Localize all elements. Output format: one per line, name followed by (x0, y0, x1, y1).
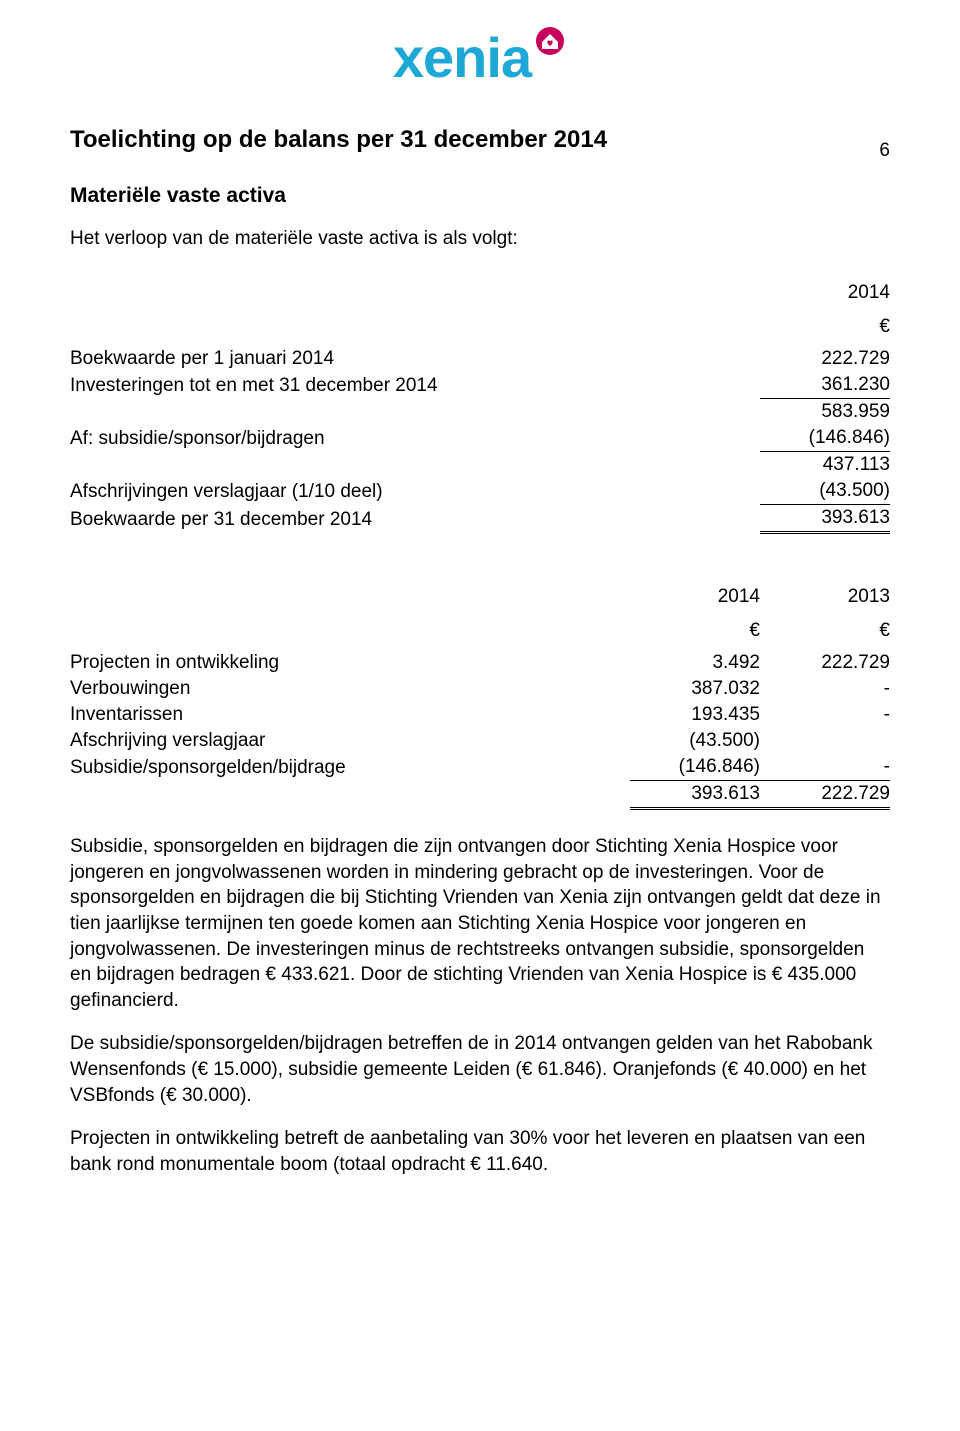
section-intro: Het verloop van de materiële vaste activ… (70, 228, 890, 250)
row-value: 193.435 (630, 702, 760, 728)
row-value: 387.032 (630, 676, 760, 702)
currency-symbol: € (760, 314, 890, 346)
row-label: Projecten in ontwikkeling (70, 650, 630, 676)
row-value: - (760, 754, 890, 781)
brand-name: xenia (393, 30, 531, 86)
currency-symbol: € (760, 618, 890, 650)
total-value: 393.613 (760, 505, 890, 533)
paragraph: Projecten in ontwikkeling betreft de aan… (70, 1126, 890, 1177)
year-header: 2014 (760, 280, 890, 314)
row-value: (43.500) (630, 728, 760, 754)
paragraph: Subsidie, sponsorgelden en bijdragen die… (70, 834, 890, 1013)
movement-table: 2014 € Boekwaarde per 1 januari 2014 222… (70, 280, 890, 534)
subtotal-value: 583.959 (760, 399, 890, 426)
row-label: Verbouwingen (70, 676, 630, 702)
row-value: 222.729 (760, 346, 890, 372)
row-value: (146.846) (630, 754, 760, 781)
paragraph: De subsidie/sponsorgelden/bijdragen betr… (70, 1031, 890, 1108)
section-heading: Materiële vaste activa (70, 184, 890, 208)
row-value (760, 728, 890, 754)
row-label: Afschrijvingen verslagjaar (1/10 deel) (70, 478, 760, 505)
currency-symbol: € (630, 618, 760, 650)
row-label: Inventarissen (70, 702, 630, 728)
row-label: Boekwaarde per 31 december 2014 (70, 505, 760, 533)
row-value: - (760, 676, 890, 702)
subtotal-value: 437.113 (760, 452, 890, 479)
brand-logo: xenia (70, 30, 890, 86)
row-value: 3.492 (630, 650, 760, 676)
row-label: Afschrijving verslagjaar (70, 728, 630, 754)
breakdown-table: 2014 2013 € € Projecten in ontwikkeling … (70, 584, 890, 810)
row-label: Investeringen tot en met 31 december 201… (70, 372, 760, 399)
house-heart-icon (533, 24, 567, 63)
row-label: Subsidie/sponsorgelden/bijdrage (70, 754, 630, 781)
page-container: xenia 6 Toelichting op de balans per 31 … (0, 0, 960, 1431)
explanatory-text: Subsidie, sponsorgelden en bijdragen die… (70, 834, 890, 1178)
page-title: Toelichting op de balans per 31 december… (70, 126, 890, 154)
row-value: 361.230 (760, 372, 890, 399)
page-number: 6 (879, 140, 890, 162)
total-value: 222.729 (760, 781, 890, 809)
row-label: Af: subsidie/sponsor/bijdragen (70, 425, 760, 452)
total-value: 393.613 (630, 781, 760, 809)
row-value: - (760, 702, 890, 728)
year-header: 2014 (630, 584, 760, 618)
year-header: 2013 (760, 584, 890, 618)
row-value: 222.729 (760, 650, 890, 676)
row-label: Boekwaarde per 1 januari 2014 (70, 346, 760, 372)
row-value: (43.500) (760, 478, 890, 505)
row-value: (146.846) (760, 425, 890, 452)
